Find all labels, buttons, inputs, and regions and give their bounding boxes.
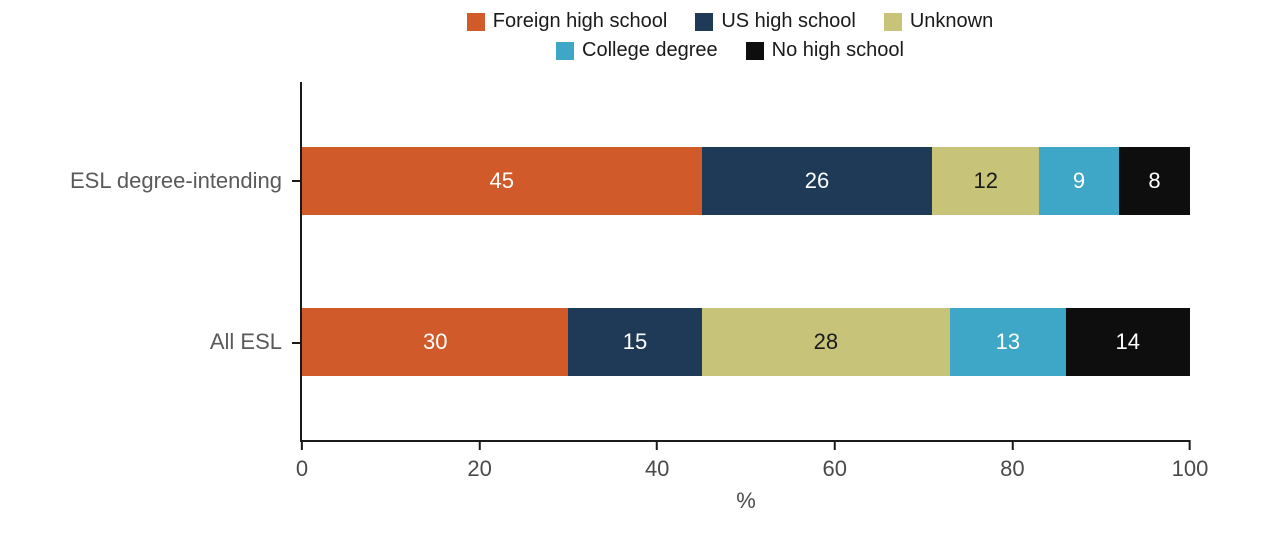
- legend-label: College degree: [582, 39, 718, 62]
- legend-item: No high school: [746, 39, 904, 62]
- legend-item: Unknown: [884, 10, 993, 33]
- bar-segment: 15: [568, 308, 701, 376]
- legend-label: Foreign high school: [493, 10, 668, 33]
- legend-item: College degree: [556, 39, 718, 62]
- y-tick-mark: [292, 180, 302, 182]
- bars-wrap: ESL degree-intending45261298 All ESL30152…: [302, 82, 1190, 440]
- bar-segment: 14: [1066, 308, 1190, 376]
- x-tick-mark: [301, 440, 303, 450]
- legend-swatch: [884, 13, 902, 31]
- bar-segment: 12: [932, 147, 1039, 215]
- legend-label: No high school: [772, 39, 904, 62]
- x-axis-title: %: [736, 488, 756, 514]
- bar-segment: 28: [702, 308, 951, 376]
- bar-category-label: ESL degree-intending: [70, 168, 282, 194]
- x-tick-label: 0: [296, 456, 308, 482]
- legend-label: US high school: [721, 10, 856, 33]
- bar: 45261298: [302, 147, 1190, 215]
- bar: 3015281314: [302, 308, 1190, 376]
- bar-row: ESL degree-intending45261298: [302, 147, 1190, 215]
- x-tick: 0: [296, 440, 308, 482]
- legend-swatch: [467, 13, 485, 31]
- x-tick: 100: [1172, 440, 1209, 482]
- legend-row: Foreign high school US high school Unknown: [320, 10, 1140, 33]
- y-tick-mark: [292, 342, 302, 344]
- x-tick: 40: [645, 440, 669, 482]
- legend-item: Foreign high school: [467, 10, 668, 33]
- x-tick-mark: [1189, 440, 1191, 450]
- chart-legend: Foreign high school US high school Unknown…: [40, 10, 1240, 62]
- x-tick-mark: [479, 440, 481, 450]
- bar-segment: 13: [950, 308, 1065, 376]
- legend-item: US high school: [695, 10, 856, 33]
- plot-area: ESL degree-intending45261298 All ESL30152…: [300, 82, 1190, 442]
- x-tick-label: 20: [467, 456, 491, 482]
- x-tick: 60: [823, 440, 847, 482]
- x-tick-label: 40: [645, 456, 669, 482]
- legend-swatch: [746, 42, 764, 60]
- legend-swatch: [695, 13, 713, 31]
- x-tick: 20: [467, 440, 491, 482]
- x-tick-label: 100: [1172, 456, 1209, 482]
- bar-segment: 8: [1119, 147, 1190, 215]
- stacked-bar-chart: Foreign high school US high school Unknown…: [40, 10, 1240, 550]
- bar-row: All ESL3015281314: [302, 308, 1190, 376]
- bar-segment: 26: [702, 147, 933, 215]
- legend-swatch: [556, 42, 574, 60]
- x-axis: % 020406080100: [302, 440, 1190, 510]
- bar-segment: 30: [302, 308, 568, 376]
- x-tick-mark: [1011, 440, 1013, 450]
- x-tick-mark: [834, 440, 836, 450]
- x-tick: 80: [1000, 440, 1024, 482]
- bar-segment: 45: [302, 147, 702, 215]
- x-tick-label: 60: [823, 456, 847, 482]
- legend-label: Unknown: [910, 10, 993, 33]
- x-tick-mark: [656, 440, 658, 450]
- x-tick-label: 80: [1000, 456, 1024, 482]
- legend-row: College degree No high school: [320, 39, 1140, 62]
- bar-segment: 9: [1039, 147, 1119, 215]
- bar-category-label: All ESL: [210, 329, 282, 355]
